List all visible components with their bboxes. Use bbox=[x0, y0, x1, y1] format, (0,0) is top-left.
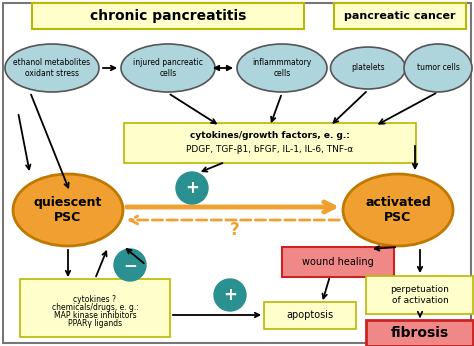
Text: chemicals/drugs, e. g.:: chemicals/drugs, e. g.: bbox=[52, 303, 138, 312]
Text: tumor cells: tumor cells bbox=[417, 64, 459, 73]
Text: pancreatic cancer: pancreatic cancer bbox=[344, 11, 456, 21]
Text: PPARγ ligands: PPARγ ligands bbox=[68, 319, 122, 328]
FancyBboxPatch shape bbox=[20, 279, 170, 337]
Ellipse shape bbox=[330, 47, 405, 89]
FancyBboxPatch shape bbox=[32, 3, 304, 29]
FancyBboxPatch shape bbox=[366, 320, 474, 346]
Text: chronic pancreatitis: chronic pancreatitis bbox=[90, 9, 246, 23]
Ellipse shape bbox=[13, 174, 123, 246]
Text: platelets: platelets bbox=[351, 64, 385, 73]
FancyBboxPatch shape bbox=[282, 247, 394, 277]
Text: −: − bbox=[123, 256, 137, 274]
Circle shape bbox=[214, 279, 246, 311]
Text: inflammmatory
cells: inflammmatory cells bbox=[252, 58, 311, 78]
FancyBboxPatch shape bbox=[3, 3, 471, 343]
Ellipse shape bbox=[237, 44, 327, 92]
Ellipse shape bbox=[5, 44, 99, 92]
Text: ethanol metabolites
oxidant stress: ethanol metabolites oxidant stress bbox=[13, 58, 91, 78]
Text: wound healing: wound healing bbox=[302, 257, 374, 267]
Ellipse shape bbox=[404, 44, 472, 92]
Text: MAP kinase inhibitors: MAP kinase inhibitors bbox=[54, 311, 137, 320]
Circle shape bbox=[176, 172, 208, 204]
Ellipse shape bbox=[343, 174, 453, 246]
FancyBboxPatch shape bbox=[124, 123, 416, 163]
Circle shape bbox=[114, 249, 146, 281]
Text: injured pancreatic
cells: injured pancreatic cells bbox=[133, 58, 203, 78]
Text: PDGF, TGF-β1, bFGF, IL-1, IL-6, TNF-α: PDGF, TGF-β1, bFGF, IL-1, IL-6, TNF-α bbox=[186, 146, 354, 155]
Text: cytokines ?: cytokines ? bbox=[73, 295, 117, 304]
Text: +: + bbox=[185, 179, 199, 197]
Text: apoptosis: apoptosis bbox=[286, 310, 334, 320]
Text: ?: ? bbox=[230, 221, 240, 239]
Ellipse shape bbox=[121, 44, 215, 92]
FancyBboxPatch shape bbox=[264, 301, 356, 328]
Text: fibrosis: fibrosis bbox=[391, 326, 449, 340]
Text: cytokines/growth factors, e. g.:: cytokines/growth factors, e. g.: bbox=[190, 131, 350, 140]
FancyBboxPatch shape bbox=[366, 276, 474, 314]
Text: +: + bbox=[223, 286, 237, 304]
FancyBboxPatch shape bbox=[334, 3, 466, 29]
Text: perpetuation
of activation: perpetuation of activation bbox=[391, 285, 449, 305]
Text: quiescent
PSC: quiescent PSC bbox=[34, 196, 102, 224]
Text: activated
PSC: activated PSC bbox=[365, 196, 431, 224]
